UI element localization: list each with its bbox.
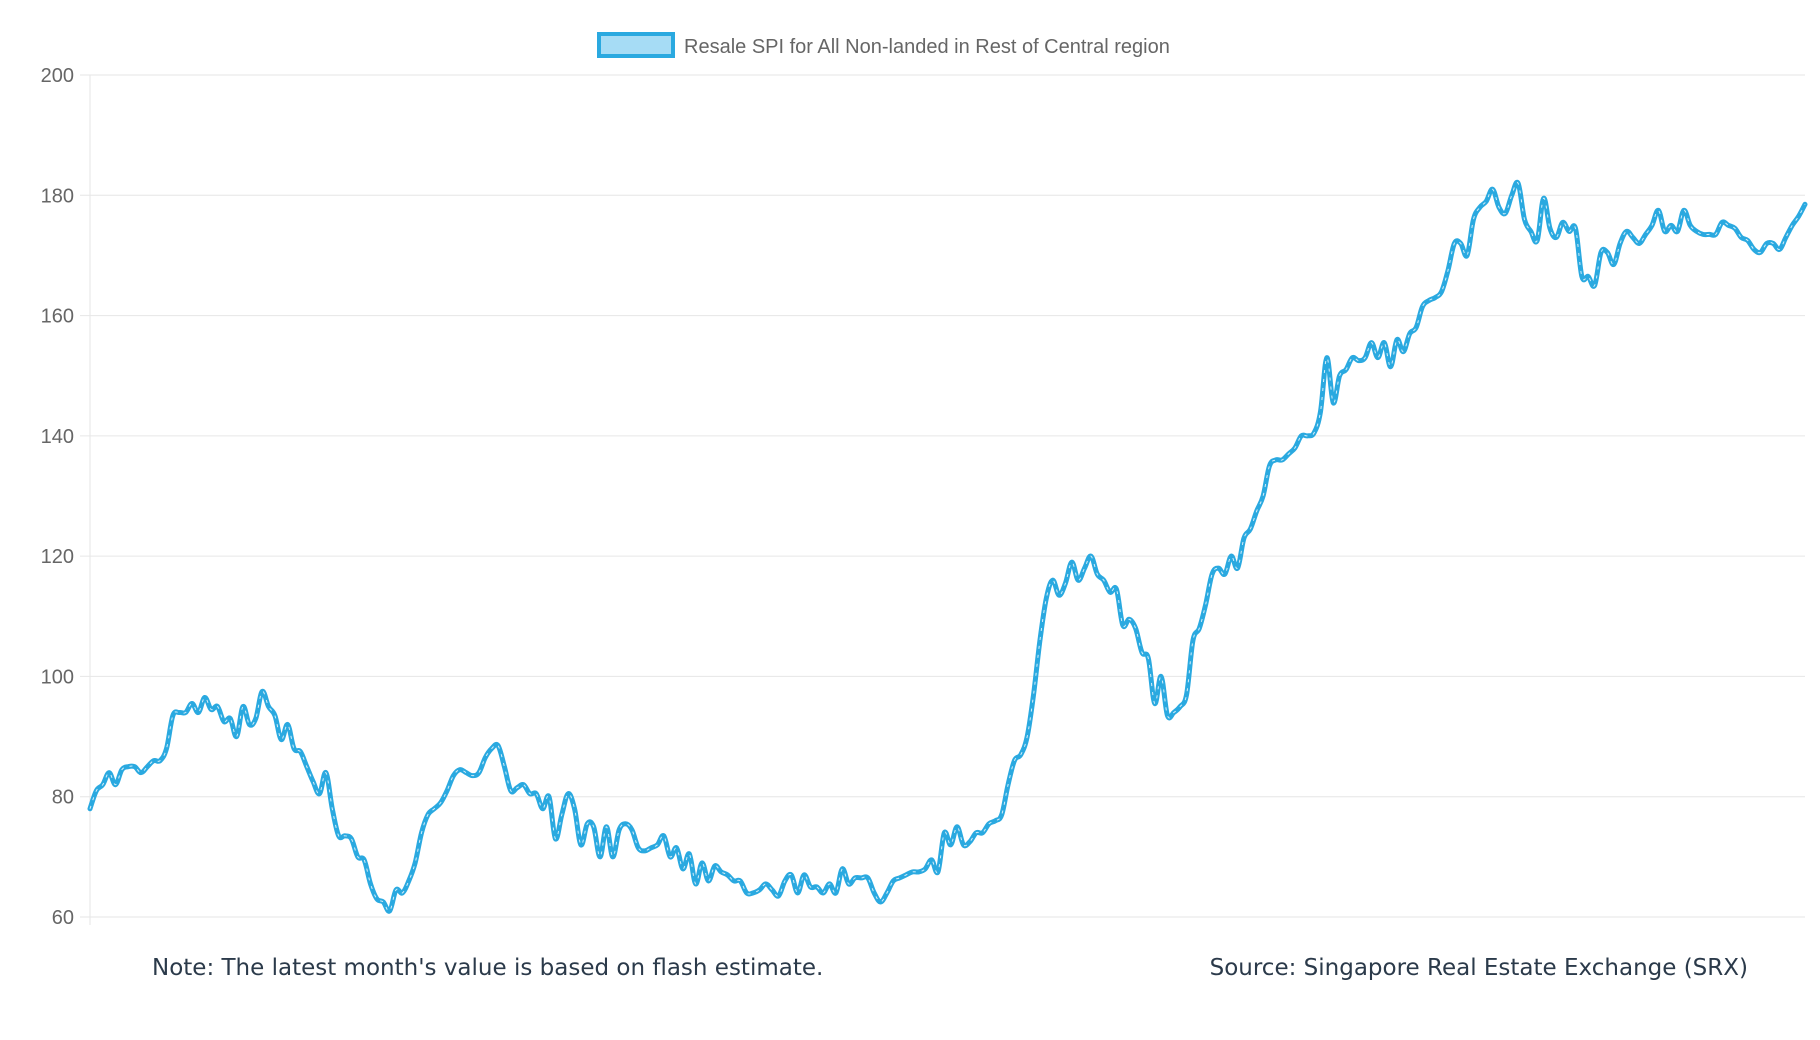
series-line-highlight (89, 181, 1806, 912)
footer-source: Source: Singapore Real Estate Exchange (… (1209, 955, 1748, 981)
legend-swatch (597, 32, 675, 58)
legend-label: Resale SPI for All Non-landed in Rest of… (684, 36, 1170, 58)
footer-note: Note: The latest month's value is based … (152, 955, 824, 981)
y-tick-label-60: 60 (52, 907, 74, 929)
y-tick-label-140: 140 (41, 426, 74, 448)
series-line (87, 179, 1808, 914)
grid-lines (80, 74, 1805, 918)
y-tick-label-180: 180 (41, 185, 74, 207)
y-tick-label-200: 200 (41, 65, 74, 87)
y-tick-label-160: 160 (41, 306, 74, 328)
series-layer (87, 179, 1808, 914)
y-axis: 60 80 100 120 140 160 180 200 (41, 65, 1805, 929)
y-tick-label-80: 80 (52, 787, 74, 809)
y-tick-label-100: 100 (41, 666, 74, 688)
y-tick-label-120: 120 (41, 546, 74, 568)
legend[interactable]: Resale SPI for All Non-landed in Rest of… (597, 32, 1170, 58)
